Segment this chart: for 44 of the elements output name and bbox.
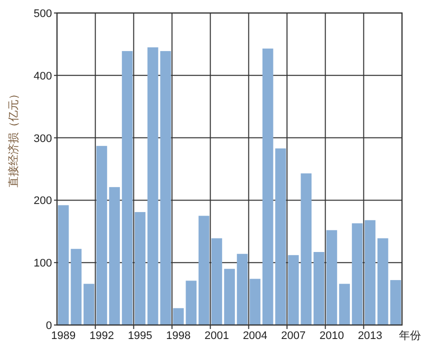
y-tick-label: 200 bbox=[34, 195, 52, 208]
bar bbox=[198, 216, 210, 325]
bar bbox=[275, 148, 286, 325]
bar bbox=[134, 212, 146, 325]
bar bbox=[173, 308, 184, 325]
bar bbox=[364, 220, 376, 325]
x-tick-label: 2010 bbox=[319, 330, 344, 342]
x-axis-title: 年份 bbox=[399, 330, 421, 342]
bar bbox=[377, 238, 388, 325]
bar bbox=[211, 238, 222, 325]
y-tick-label: 100 bbox=[34, 258, 52, 270]
x-tick-label: 1992 bbox=[89, 330, 114, 342]
bar bbox=[326, 230, 338, 325]
bar bbox=[288, 255, 299, 325]
bar bbox=[147, 47, 158, 325]
bar bbox=[160, 51, 171, 325]
bar bbox=[224, 268, 235, 325]
x-tick-label: 2004 bbox=[242, 330, 268, 342]
y-tick-label: 500 bbox=[34, 8, 52, 20]
bar bbox=[122, 51, 133, 325]
x-tick-label: 1995 bbox=[128, 330, 152, 342]
x-tick-label: 2007 bbox=[281, 330, 306, 342]
x-tick-label: 2001 bbox=[204, 330, 229, 342]
y-tick-label: 300 bbox=[34, 132, 52, 145]
bar bbox=[339, 284, 350, 325]
bar bbox=[390, 280, 401, 325]
x-tick-label: 1998 bbox=[166, 330, 191, 342]
bar bbox=[262, 48, 274, 325]
bar bbox=[352, 223, 363, 325]
bar bbox=[250, 278, 260, 325]
bar bbox=[58, 205, 69, 325]
x-tick-label: 2013 bbox=[358, 330, 382, 342]
y-axis-title: 直接经济损（亿元） bbox=[7, 88, 20, 188]
bar bbox=[70, 248, 82, 325]
bar bbox=[96, 146, 108, 325]
y-tick-label: 400 bbox=[34, 70, 52, 82]
bar bbox=[109, 187, 120, 325]
bar bbox=[300, 173, 312, 325]
x-tick-label: 1989 bbox=[51, 330, 76, 342]
bar bbox=[84, 284, 94, 325]
bar bbox=[314, 252, 324, 325]
bar bbox=[186, 280, 197, 325]
y-tick-label: 0 bbox=[46, 320, 52, 332]
bar bbox=[236, 254, 248, 325]
